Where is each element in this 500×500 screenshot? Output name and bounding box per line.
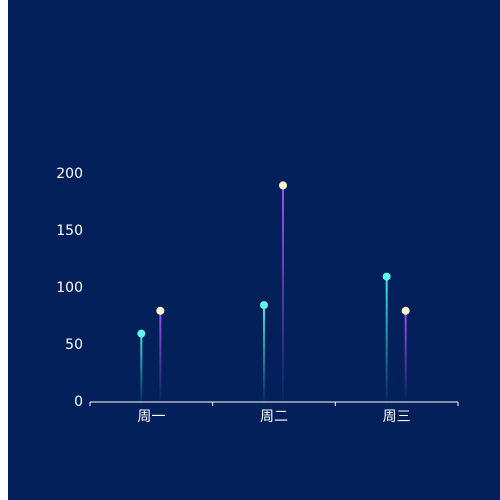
dot — [382, 272, 391, 281]
stem — [404, 310, 407, 402]
dot — [401, 306, 410, 315]
dot — [156, 306, 165, 315]
y-tick-label: 200 — [56, 166, 83, 182]
background — [8, 0, 500, 500]
dot — [137, 329, 146, 338]
stem — [385, 276, 388, 402]
y-tick-label: 50 — [65, 337, 83, 353]
stem — [263, 305, 265, 402]
x-tick-label: 周二 — [260, 409, 288, 425]
x-tick-label: 周一 — [137, 409, 165, 425]
x-tick-label: 周三 — [383, 409, 411, 425]
y-tick-label: 150 — [56, 223, 83, 239]
stem — [140, 333, 143, 402]
stem — [159, 310, 162, 402]
y-tick-label: 0 — [74, 394, 83, 410]
dot — [260, 301, 268, 310]
stem — [282, 185, 284, 402]
dot — [279, 181, 287, 190]
y-tick-label: 100 — [56, 280, 83, 296]
